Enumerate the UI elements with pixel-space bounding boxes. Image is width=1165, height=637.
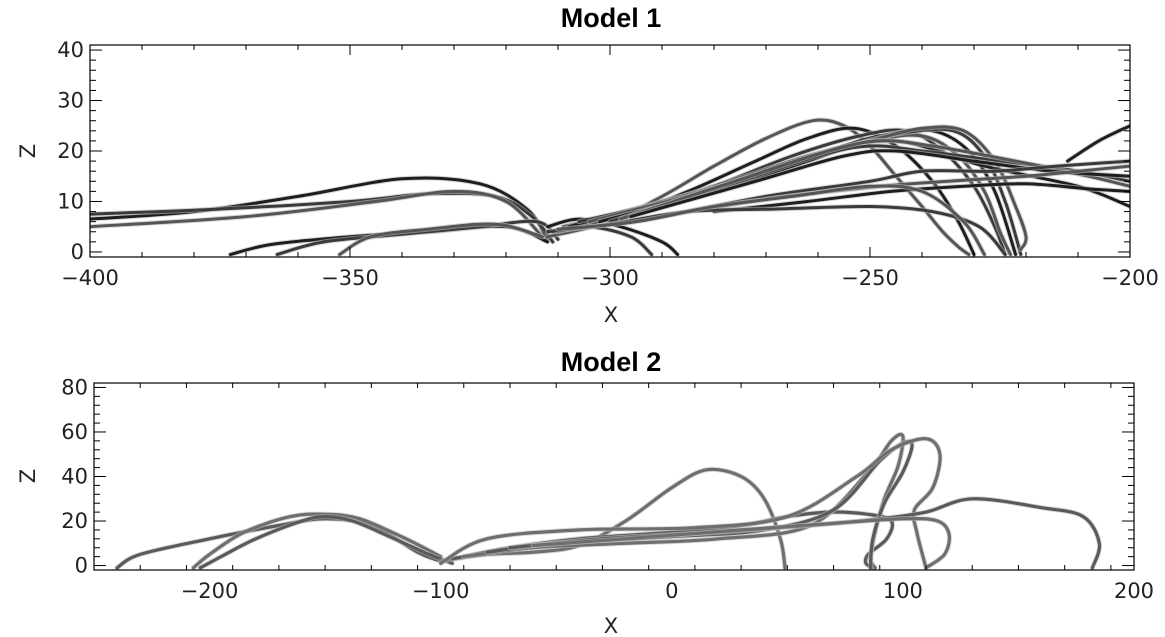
field-line-2 (191, 512, 443, 570)
x-tick-label: −300 (581, 266, 639, 290)
y-tick-label: 30 (57, 89, 84, 113)
y-tick-label: 60 (61, 420, 88, 444)
panel-model-2: Model 2 −200 −100 0 100 200 0 20 40 60 80 X Z (16, 347, 1154, 637)
field-line-6 (338, 222, 544, 256)
field-line-8 (439, 437, 942, 570)
panel-2-curves (114, 431, 1103, 570)
field-line-19 (629, 149, 1130, 219)
panel-2-title: Model 2 (561, 347, 662, 377)
panel-2-tick-labels: −200 −100 0 100 200 0 20 40 60 80 (61, 375, 1154, 603)
field-line-7 (546, 217, 680, 256)
y-tick-label: 20 (57, 139, 84, 163)
field-line-4-halo (227, 223, 551, 257)
field-line-5 (275, 219, 560, 256)
field-line-3 (90, 189, 544, 239)
field-line-22 (712, 182, 1130, 214)
panel-2-ticks (93, 383, 1134, 570)
y-tick-label: 10 (57, 189, 84, 213)
field-line-1 (115, 517, 443, 570)
field-line-3 (198, 515, 454, 570)
y-tick-label: 40 (57, 38, 84, 62)
panel-1-title: Model 1 (561, 3, 662, 33)
x-tick-label: −400 (61, 266, 119, 290)
y-tick-label: 0 (71, 240, 84, 264)
field-line-20 (660, 159, 1130, 219)
y-tick-label: 40 (61, 465, 88, 489)
field-line-10 (531, 517, 952, 570)
x-tick-label: −250 (841, 266, 899, 290)
panel-1-tick-labels: −400 −350 −300 −250 −200 0 10 20 30 40 (57, 38, 1159, 290)
panel-1-curves (90, 117, 1130, 257)
panel-2-y-axis-label: Z (16, 469, 40, 483)
x-tick-label: 100 (883, 579, 923, 603)
field-line-4 (228, 224, 550, 256)
panel-2-x-axis-label: X (604, 614, 618, 637)
x-tick-label: −100 (412, 579, 470, 603)
y-tick-label: 20 (61, 509, 88, 533)
field-line-2 (90, 191, 555, 244)
field-line-2-halo (90, 190, 556, 245)
x-tick-label: 200 (1114, 579, 1154, 603)
x-tick-label: 0 (665, 579, 678, 603)
panel-1-y-axis-label: Z (16, 144, 40, 158)
x-tick-label: −200 (1101, 266, 1159, 290)
field-line-24 (556, 184, 986, 256)
panel-1-ticks (89, 45, 1131, 257)
field-line-9 (546, 118, 971, 256)
y-tick-label: 0 (75, 554, 88, 578)
x-tick-label: −200 (181, 579, 239, 603)
x-tick-label: −350 (321, 266, 379, 290)
field-line-25 (1066, 124, 1130, 163)
y-tick-label: 80 (61, 375, 88, 399)
field-line-4 (439, 467, 787, 570)
panel-1-x-axis-label: X (604, 303, 618, 327)
